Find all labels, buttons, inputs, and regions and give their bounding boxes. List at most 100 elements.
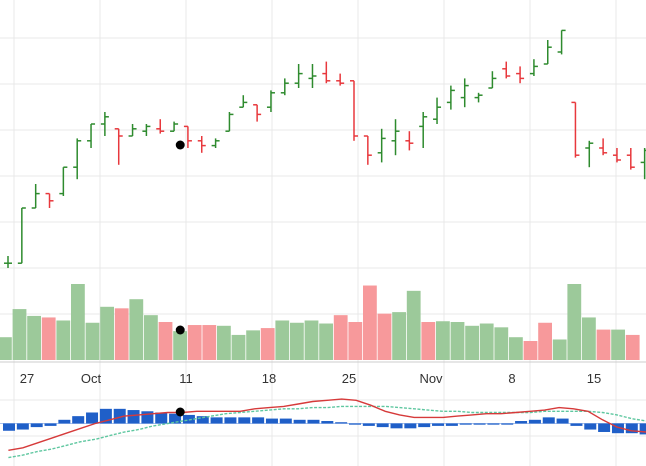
x-tick-label: 27 (20, 371, 34, 386)
crosshair-dot-volume (175, 325, 185, 335)
volume-bar (71, 284, 85, 360)
macd-histogram-bar (501, 423, 514, 425)
x-tick-label: Oct (81, 371, 102, 386)
macd-histogram-bar (404, 423, 417, 429)
ohlc-bar-up (142, 124, 151, 136)
volume-bar (129, 299, 144, 360)
macd-panel (0, 398, 646, 459)
macd-histogram-bar (390, 423, 403, 429)
macd-histogram-bar (265, 418, 278, 424)
ohlc-bar-up (585, 140, 594, 168)
ohlc-bar-up (488, 71, 497, 89)
volume-bar (625, 334, 640, 360)
volume-bar (582, 317, 596, 360)
volume-bar (436, 321, 450, 360)
macd-histogram-bar (335, 422, 348, 424)
macd-histogram-bar (72, 416, 85, 424)
macd-histogram-bar (584, 423, 597, 430)
ohlc-bar-down (114, 128, 123, 165)
ohlc-bar-up (4, 256, 12, 268)
volume-bar (333, 315, 348, 360)
volume-bar (450, 322, 465, 360)
macd-histogram-bar (487, 423, 500, 425)
ohlc-bar-up (308, 64, 317, 88)
volume-bar (363, 285, 377, 360)
ohlc-bar-down (183, 125, 192, 148)
ohlc-bar-up (59, 166, 68, 196)
x-axis: 27 Oct 11 18 25 Nov 8 15 (0, 361, 646, 386)
volume-bar (348, 322, 363, 360)
ohlc-bar-up (474, 92, 483, 103)
volume-bar (217, 325, 231, 360)
volume-bar (100, 306, 114, 360)
ohlc-bar-up (87, 123, 96, 148)
volume-bar (596, 329, 611, 360)
ohlc-bar-down (502, 61, 511, 79)
macd-histogram-bar (473, 423, 486, 425)
macd-histogram-bar (570, 423, 583, 426)
volume-bar (406, 290, 421, 360)
macd-histogram-bar (210, 417, 223, 424)
volume-bar (202, 325, 217, 360)
volume-bar (392, 312, 406, 360)
macd-histogram-bar (639, 423, 646, 435)
ohlc-bar-down (45, 192, 54, 208)
ohlc-bar-up (294, 64, 303, 88)
volume-bar (275, 320, 290, 360)
ohlc-bar-down (336, 73, 345, 86)
ohlc-bar-up (391, 119, 400, 156)
ohlc-bar-up (225, 112, 234, 132)
macd-histogram-bar (349, 423, 361, 425)
macd-histogram-bar (321, 421, 334, 424)
macd-histogram-bar (445, 423, 458, 426)
macd-signal-line (8, 405, 646, 459)
macd-histogram-bar (44, 423, 57, 426)
macd-histogram-bar (432, 423, 445, 426)
ohlc-bar-up (100, 112, 109, 136)
volume-bar (187, 325, 202, 360)
volume-bar (290, 322, 304, 360)
volume-bar (377, 313, 392, 360)
macd-histogram-bar (418, 423, 431, 428)
volume-bar (246, 330, 260, 360)
volume-bar (479, 323, 494, 360)
ohlc-bar-up (31, 184, 40, 209)
x-tick-label: 25 (342, 371, 356, 386)
ohlc-bar-up (529, 59, 538, 76)
macd-histogram-bar (279, 418, 292, 424)
x-tick-label: Nov (419, 371, 443, 386)
ohlc-bar-up (640, 148, 646, 180)
volume-bar (114, 308, 129, 360)
ohlc-bar-up (266, 90, 275, 112)
macd-histogram-bar (30, 423, 43, 428)
volume-bar (12, 309, 27, 360)
macd-histogram-bar (3, 423, 15, 431)
macd-histogram-bar (113, 408, 126, 424)
macd-histogram-bar (307, 419, 320, 424)
macd-histogram-bar (141, 411, 154, 424)
ohlc-bar-down (626, 148, 635, 170)
macd-histogram-bar (362, 423, 375, 426)
volume-bar (173, 331, 187, 360)
volume-bar (421, 322, 436, 360)
macd-histogram-bar (515, 421, 528, 424)
macd-histogram-bar (58, 419, 71, 424)
ohlc-bar-up (460, 78, 469, 108)
ohlc-bar-up (377, 128, 386, 163)
crosshair-dot-macd (175, 407, 185, 417)
ohlc-bar-down (599, 138, 608, 156)
macd-histogram-bar (459, 423, 472, 425)
ohlc-bar-down (405, 131, 414, 151)
ohlc-bar-down (253, 104, 262, 122)
ohlc-bar-up (73, 138, 82, 180)
ohlc-bar-down (612, 148, 621, 163)
ohlc-bar-up (211, 138, 220, 148)
ohlc-bar-up (557, 29, 566, 55)
ohlc-bar-up (280, 78, 289, 96)
ohlc-bar-up (128, 124, 137, 137)
macd-histogram-bar (528, 419, 541, 424)
ohlc-bar-up (446, 85, 455, 110)
macd-histogram-bar (376, 423, 389, 428)
